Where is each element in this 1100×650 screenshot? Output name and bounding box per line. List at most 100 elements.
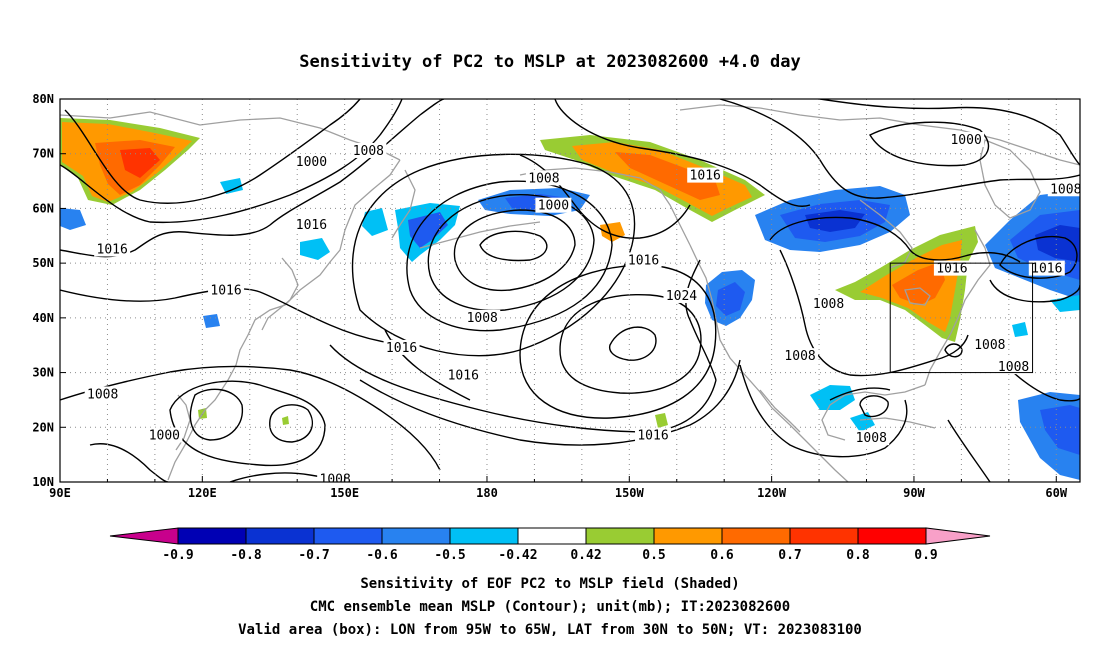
contour-1016-west-coast bbox=[685, 259, 717, 381]
contour-1016-tropics bbox=[60, 365, 441, 471]
lon-tick-label: 120W bbox=[757, 486, 787, 500]
colorbar-swatch bbox=[653, 527, 723, 545]
contour-1000-canada bbox=[869, 121, 990, 167]
contour-1008-low-center bbox=[479, 230, 548, 262]
contour-label-bg bbox=[383, 339, 420, 355]
contour-label-bg bbox=[350, 142, 387, 158]
shade-region-blue-canada-core bbox=[805, 210, 865, 232]
coast-kamchatka bbox=[391, 169, 416, 239]
contour-label-bg bbox=[810, 296, 847, 312]
contour-1008-alaska bbox=[554, 99, 811, 207]
shade-region-blue-atlantic-core bbox=[1035, 225, 1080, 262]
contour-label: 1000 bbox=[149, 428, 180, 443]
contour-1016-atlantic-low bbox=[999, 235, 1078, 279]
contour-label: 1008 bbox=[353, 144, 384, 159]
contour-label-bg bbox=[948, 132, 985, 148]
lon-tick-label: 90E bbox=[49, 486, 71, 500]
shade-region-green-sea bbox=[282, 416, 289, 425]
contour-1008-western-pacific bbox=[169, 380, 326, 467]
colorbar-swatch bbox=[177, 527, 247, 545]
contour-label-bg bbox=[445, 367, 482, 383]
contour-label: 1016 bbox=[936, 262, 967, 277]
contour-1008-pacific bbox=[384, 329, 471, 401]
coast-greenland bbox=[979, 139, 1041, 219]
colorbar-label: 0.6 bbox=[710, 548, 734, 563]
contour-label: 1016 bbox=[628, 253, 659, 268]
lon-tick-label: 150W bbox=[615, 486, 645, 500]
contour-label: 1000 bbox=[950, 133, 981, 148]
colorbar-swatch bbox=[245, 527, 315, 545]
lat-tick-label: 70N bbox=[32, 147, 54, 161]
coast-alaska bbox=[519, 167, 691, 246]
contour-label-bg bbox=[208, 282, 245, 298]
colorbar-swatch bbox=[381, 527, 451, 545]
colorbar-swatch bbox=[517, 527, 587, 545]
colorbar-swatch bbox=[585, 527, 655, 545]
contour-1016-low-outer bbox=[351, 153, 636, 357]
lat-tick-label: 10N bbox=[32, 475, 54, 489]
contour-label: 1024 bbox=[666, 289, 697, 304]
contour-label: 1008 bbox=[813, 297, 844, 312]
contour-label-bg bbox=[853, 430, 890, 446]
contour-label: 1000 bbox=[538, 199, 569, 214]
contour-label-bg bbox=[535, 197, 572, 213]
lat-tick-label: 40N bbox=[32, 311, 54, 325]
colorbar-label: 0.7 bbox=[778, 548, 801, 563]
shade-region-blue-bermuda bbox=[1012, 322, 1028, 337]
contour-1016-canada bbox=[769, 216, 1021, 263]
shade-region-alaska-deep bbox=[615, 152, 720, 200]
contour-1000-pacific-south bbox=[269, 404, 313, 443]
lat-tick-label: 80N bbox=[32, 92, 54, 106]
colorbar-swatch bbox=[449, 527, 519, 545]
coast-gulf-mexico bbox=[821, 384, 926, 441]
shade-region-blue-kuril bbox=[300, 238, 330, 260]
coast-canada-arctic bbox=[679, 104, 1080, 166]
contour-1008-mexico bbox=[739, 364, 908, 458]
contour-label-bg bbox=[995, 359, 1032, 375]
shade-region-blue-siberia-east bbox=[220, 178, 243, 194]
colorbar-label: -0.7 bbox=[298, 548, 329, 563]
contour-label-bg bbox=[663, 287, 700, 303]
lat-tick-label: 50N bbox=[32, 256, 54, 270]
contour-label: 1008 bbox=[856, 431, 887, 446]
contour-1016-pacific-south bbox=[359, 359, 741, 446]
contour-label-bg bbox=[1047, 181, 1080, 197]
shade-region-blue-beringA bbox=[362, 208, 388, 236]
contour-label-bg bbox=[94, 241, 131, 257]
colorbar-label: -0.42 bbox=[498, 548, 537, 563]
contour-label: 1008 bbox=[87, 387, 118, 402]
valid-area-box bbox=[889, 262, 1034, 374]
contour-1016-asia bbox=[60, 99, 445, 258]
contour-label-bg bbox=[782, 348, 819, 364]
contour-label: 1000 bbox=[296, 155, 327, 170]
coast-east-asia bbox=[167, 159, 401, 481]
map-frame bbox=[59, 98, 1081, 483]
contour-label-bg bbox=[146, 427, 183, 443]
contour-labels: 1000 1008 1008 1016 1000 1008 1000 1016 1016 1016… bbox=[84, 132, 1080, 482]
lon-tick-label: 90W bbox=[903, 486, 925, 500]
shade-region-green-pacific bbox=[655, 413, 668, 428]
colorbar-swatch bbox=[721, 527, 791, 545]
colorbar-label: -0.8 bbox=[230, 548, 261, 563]
colorbar-label: -0.5 bbox=[434, 548, 465, 563]
contour-label-bg bbox=[525, 170, 562, 186]
contour-label: 1016 bbox=[386, 341, 417, 356]
coast-north-america-west bbox=[689, 244, 849, 482]
contour-label-bg bbox=[293, 216, 330, 232]
colorbar-swatch bbox=[313, 527, 383, 545]
contour-1008-us-low bbox=[944, 343, 963, 358]
colorbar-label: 0.5 bbox=[642, 548, 665, 563]
latitude-tick-labels: 80N 70N 60N 50N 40N 30N 20N 10N bbox=[32, 92, 66, 489]
shade-region-blue-nw bbox=[60, 208, 86, 230]
caption-line-2: CMC ensemble mean MSLP (Contour); unit(m… bbox=[310, 599, 790, 615]
contour-label-bg bbox=[84, 386, 121, 402]
contour-label: 1008 bbox=[784, 349, 815, 364]
contour-label-bg bbox=[1028, 260, 1065, 276]
contour-label-bg bbox=[971, 337, 1008, 353]
contour-label: 1016 bbox=[448, 368, 479, 383]
colorbar-label: 0.9 bbox=[914, 548, 937, 563]
contour-label: 1016 bbox=[690, 169, 721, 184]
longitude-tick-labels: 90E 120E 150E 180 150W 120W 90W 60W bbox=[49, 476, 1068, 500]
contour-label: 1016 bbox=[97, 242, 128, 257]
contour-label-bg bbox=[464, 309, 501, 325]
